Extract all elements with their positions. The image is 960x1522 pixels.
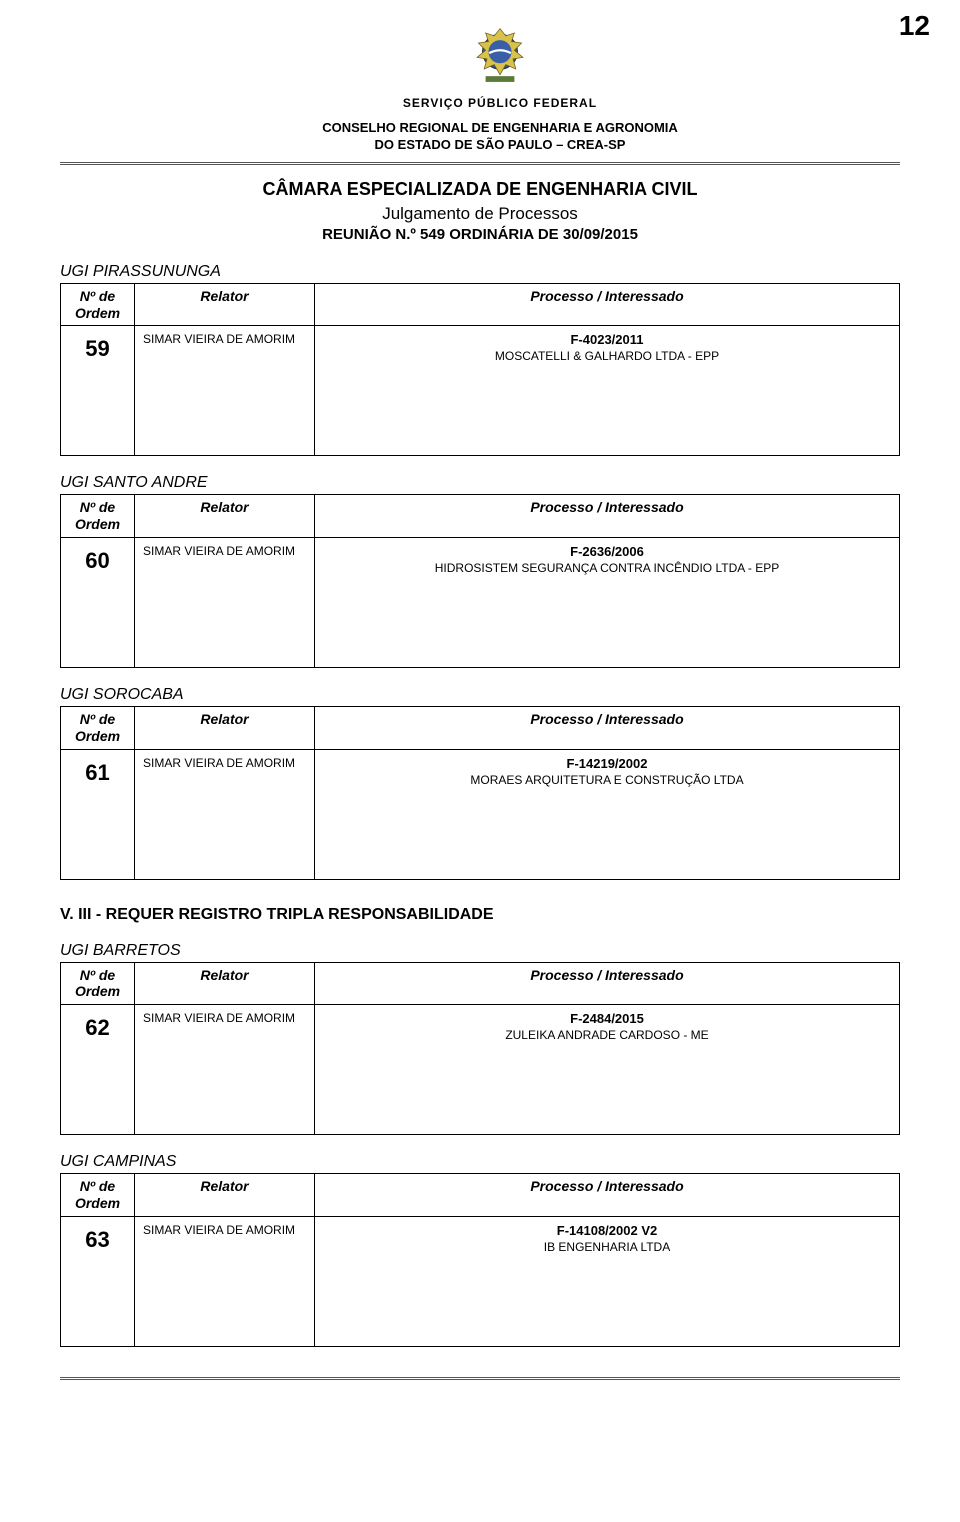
ordem-l2: Ordem: [75, 728, 120, 744]
ordem-l2: Ordem: [75, 983, 120, 999]
process-table: Nº de Ordem Relator Processo / Interessa…: [60, 494, 900, 668]
ugi-heading: UGI PIRASSUNUNGA: [60, 263, 900, 281]
proc-interessado: MOSCATELLI & GALHARDO LTDA - EPP: [325, 349, 889, 363]
ordem-cell: 60: [61, 537, 135, 667]
conselho-line2: DO ESTADO DE SÃO PAULO – CREA-SP: [100, 137, 900, 154]
ordem-l2: Ordem: [75, 1195, 120, 1211]
proc-cell: F-14108/2002 V2 IB ENGENHARIA LTDA: [315, 1216, 900, 1346]
col-proc-header: Processo / Interessado: [315, 495, 900, 538]
relator-cell: SIMAR VIEIRA DE AMORIM: [135, 749, 315, 879]
footer-rule: [60, 1377, 900, 1380]
relator-cell: SIMAR VIEIRA DE AMORIM: [135, 537, 315, 667]
col-proc-header: Processo / Interessado: [315, 706, 900, 749]
table-row: 59 SIMAR VIEIRA DE AMORIM F-4023/2011 MO…: [61, 326, 900, 456]
process-table: Nº de Ordem Relator Processo / Interessa…: [60, 283, 900, 457]
col-proc-header: Processo / Interessado: [315, 962, 900, 1005]
ordem-l1: Nº de: [80, 499, 115, 515]
header-rule: [60, 162, 900, 165]
document-header: SERVIÇO PÚBLICO FEDERAL CONSELHO REGIONA…: [60, 20, 900, 154]
reuniao-line: REUNIÃO N.º 549 ORDINÁRIA DE 30/09/2015: [60, 226, 900, 243]
proc-interessado: MORAES ARQUITETURA E CONSTRUÇÃO LTDA: [325, 773, 889, 787]
ordem-l1: Nº de: [80, 711, 115, 727]
ugi-heading: UGI BARRETOS: [60, 942, 900, 960]
col-proc-header: Processo / Interessado: [315, 283, 900, 326]
relator-cell: SIMAR VIEIRA DE AMORIM: [135, 1005, 315, 1135]
julgamento-subtitle: Julgamento de Processos: [60, 204, 900, 224]
page: 12 SERVIÇO PÚBLICO FEDERAL CONSELHO REGI…: [0, 0, 960, 1428]
ordem-l2: Ordem: [75, 516, 120, 532]
proc-number: F-14219/2002: [325, 756, 889, 771]
table-row: 61 SIMAR VIEIRA DE AMORIM F-14219/2002 M…: [61, 749, 900, 879]
proc-cell: F-2636/2006 HIDROSISTEM SEGURANÇA CONTRA…: [315, 537, 900, 667]
proc-interessado: ZULEIKA ANDRADE CARDOSO - ME: [325, 1028, 889, 1042]
relator-cell: SIMAR VIEIRA DE AMORIM: [135, 1216, 315, 1346]
table-row: 60 SIMAR VIEIRA DE AMORIM F-2636/2006 HI…: [61, 537, 900, 667]
proc-interessado: IB ENGENHARIA LTDA: [325, 1240, 889, 1254]
col-relator-header: Relator: [135, 706, 315, 749]
conselho-label: CONSELHO REGIONAL DE ENGENHARIA E AGRONO…: [100, 120, 900, 154]
spf-label: SERVIÇO PÚBLICO FEDERAL: [100, 96, 900, 110]
ordem-cell: 63: [61, 1216, 135, 1346]
ordem-l1: Nº de: [80, 967, 115, 983]
ordem-l2: Ordem: [75, 305, 120, 321]
ugi-heading: UGI CAMPINAS: [60, 1153, 900, 1171]
col-ordem-header: Nº de Ordem: [61, 283, 135, 326]
proc-cell: F-4023/2011 MOSCATELLI & GALHARDO LTDA -…: [315, 326, 900, 456]
proc-number: F-14108/2002 V2: [325, 1223, 889, 1238]
proc-number: F-4023/2011: [325, 332, 889, 347]
camara-title: CÂMARA ESPECIALIZADA DE ENGENHARIA CIVIL: [60, 179, 900, 200]
ugi-heading: UGI SOROCABA: [60, 686, 900, 704]
col-ordem-header: Nº de Ordem: [61, 962, 135, 1005]
col-relator-header: Relator: [135, 1174, 315, 1217]
table-row: 63 SIMAR VIEIRA DE AMORIM F-14108/2002 V…: [61, 1216, 900, 1346]
ugi-heading: UGI SANTO ANDRE: [60, 474, 900, 492]
ordem-cell: 61: [61, 749, 135, 879]
table-header-row: Nº de Ordem Relator Processo / Interessa…: [61, 1174, 900, 1217]
coat-of-arms-icon: [464, 20, 536, 92]
relator-cell: SIMAR VIEIRA DE AMORIM: [135, 326, 315, 456]
table-header-row: Nº de Ordem Relator Processo / Interessa…: [61, 962, 900, 1005]
col-relator-header: Relator: [135, 495, 315, 538]
process-table: Nº de Ordem Relator Processo / Interessa…: [60, 1173, 900, 1347]
page-number: 12: [899, 10, 930, 42]
col-ordem-header: Nº de Ordem: [61, 706, 135, 749]
col-ordem-header: Nº de Ordem: [61, 495, 135, 538]
table-row: 62 SIMAR VIEIRA DE AMORIM F-2484/2015 ZU…: [61, 1005, 900, 1135]
proc-number: F-2484/2015: [325, 1011, 889, 1026]
ordem-l1: Nº de: [80, 288, 115, 304]
section-header: V. III - REQUER REGISTRO TRIPLA RESPONSA…: [60, 906, 900, 924]
proc-cell: F-2484/2015 ZULEIKA ANDRADE CARDOSO - ME: [315, 1005, 900, 1135]
table-header-row: Nº de Ordem Relator Processo / Interessa…: [61, 706, 900, 749]
ordem-cell: 59: [61, 326, 135, 456]
ordem-l1: Nº de: [80, 1178, 115, 1194]
col-relator-header: Relator: [135, 283, 315, 326]
table-header-row: Nº de Ordem Relator Processo / Interessa…: [61, 283, 900, 326]
col-ordem-header: Nº de Ordem: [61, 1174, 135, 1217]
col-proc-header: Processo / Interessado: [315, 1174, 900, 1217]
proc-number: F-2636/2006: [325, 544, 889, 559]
process-table: Nº de Ordem Relator Processo / Interessa…: [60, 962, 900, 1136]
conselho-line1: CONSELHO REGIONAL DE ENGENHARIA E AGRONO…: [100, 120, 900, 137]
proc-interessado: HIDROSISTEM SEGURANÇA CONTRA INCÊNDIO LT…: [325, 561, 889, 575]
process-table: Nº de Ordem Relator Processo / Interessa…: [60, 706, 900, 880]
ordem-cell: 62: [61, 1005, 135, 1135]
col-relator-header: Relator: [135, 962, 315, 1005]
proc-cell: F-14219/2002 MORAES ARQUITETURA E CONSTR…: [315, 749, 900, 879]
table-header-row: Nº de Ordem Relator Processo / Interessa…: [61, 495, 900, 538]
